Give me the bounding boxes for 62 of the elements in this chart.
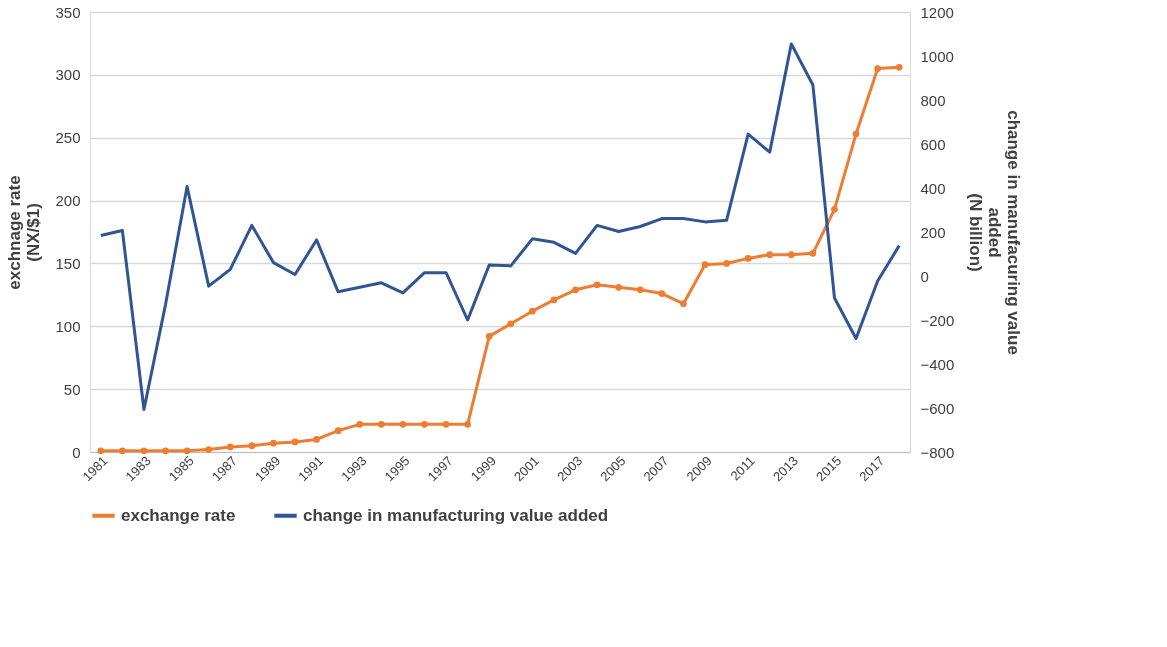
point xyxy=(701,261,709,269)
y-tick-label: 300 xyxy=(55,66,81,84)
point xyxy=(291,438,299,446)
point xyxy=(97,447,105,455)
point xyxy=(680,300,687,307)
point xyxy=(809,250,817,257)
point xyxy=(593,281,601,289)
point xyxy=(119,447,126,455)
y2-tick-label: 1200 xyxy=(920,3,954,21)
y-axis-title: exchnage rate (NX/$1) xyxy=(5,175,44,290)
line-series xyxy=(99,42,901,412)
point xyxy=(421,421,428,428)
point xyxy=(744,255,752,262)
point xyxy=(485,333,493,340)
y-tick-label: 250 xyxy=(55,129,81,147)
point xyxy=(572,286,579,294)
y-tick-label: 50 xyxy=(63,380,81,398)
point xyxy=(615,283,623,291)
y2-tick-label: 0 xyxy=(920,267,929,285)
point xyxy=(852,130,860,138)
y2-tick-label: 400 xyxy=(920,179,946,197)
y2-tick-label: −800 xyxy=(920,443,955,461)
y2-tick-label: −400 xyxy=(920,355,955,373)
point xyxy=(831,206,838,213)
legend-label: change in manufacturing value added xyxy=(303,505,609,525)
point xyxy=(313,436,320,443)
point xyxy=(205,446,213,453)
point xyxy=(356,421,364,428)
point xyxy=(895,63,903,71)
point xyxy=(140,447,148,455)
point xyxy=(248,442,256,450)
point xyxy=(658,290,666,297)
y2-tick-label: −200 xyxy=(920,311,955,329)
point xyxy=(529,307,536,315)
legend-label: exchange rate xyxy=(121,505,236,525)
point xyxy=(464,421,471,428)
point xyxy=(226,443,234,451)
point xyxy=(636,286,644,294)
y2-tick-label: −600 xyxy=(920,399,955,417)
point xyxy=(442,421,450,428)
y-tick-label: 200 xyxy=(55,192,81,210)
y2-tick-label: 600 xyxy=(920,135,946,153)
y2-axis-title: change in manufacuring value added (N billion) xyxy=(966,110,1024,355)
point xyxy=(270,439,277,447)
point xyxy=(766,251,774,258)
point xyxy=(334,427,342,434)
y-tick-label: 100 xyxy=(55,317,81,335)
y-tick-label: 150 xyxy=(55,254,81,272)
point xyxy=(723,260,730,267)
point xyxy=(874,65,881,72)
y-tick-label: 0 xyxy=(72,443,81,461)
y2-tick-label: 1000 xyxy=(920,47,954,65)
point xyxy=(377,421,385,428)
point xyxy=(507,320,515,328)
point xyxy=(550,296,558,304)
point xyxy=(183,447,191,455)
point xyxy=(399,421,407,428)
y2-tick-label: 800 xyxy=(920,91,946,109)
y2-tick-label: 200 xyxy=(920,223,946,241)
y-tick-label: 350 xyxy=(55,3,81,21)
point xyxy=(162,447,169,455)
point xyxy=(787,251,795,258)
